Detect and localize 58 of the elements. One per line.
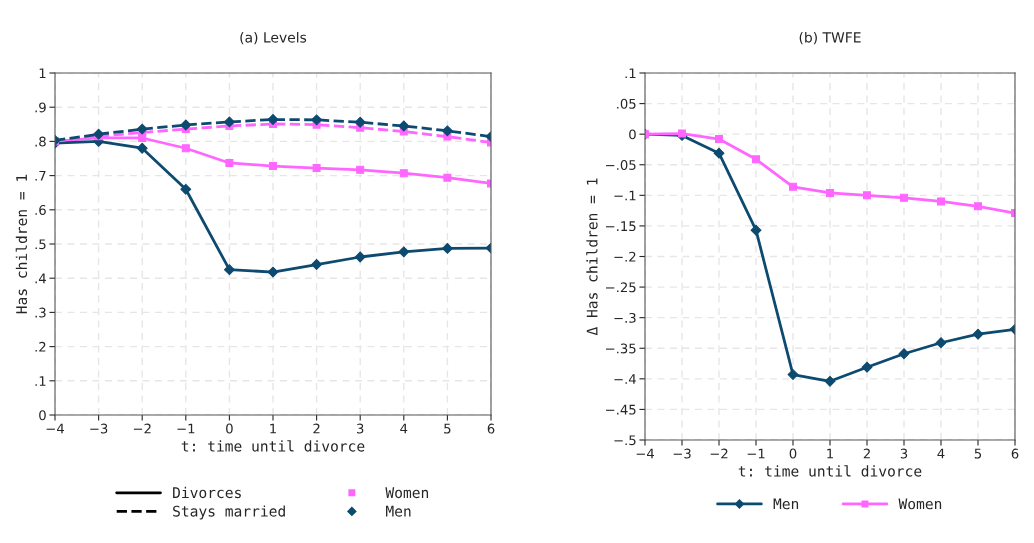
y-tick-label: .4	[35, 273, 46, 284]
legend-label: Women	[898, 498, 942, 510]
x-tick-label: −1	[747, 448, 765, 459]
y-tick-label: −.35	[606, 343, 636, 354]
y-tick-label: .3	[35, 307, 46, 318]
y-tick-label: 1	[39, 68, 46, 79]
x-tick-label: 4	[937, 448, 945, 459]
y-tick-label: .1	[35, 376, 46, 386]
y-tick-label: .1	[625, 68, 636, 79]
x-tick-label: 2	[863, 448, 870, 459]
y-axis-title: Δ Has children = 1	[586, 178, 598, 336]
x-tick-label: −3	[673, 448, 691, 459]
x-tick-label: 5	[974, 448, 982, 459]
y-tick-label: −.5	[614, 435, 636, 446]
legend-label: Women	[385, 487, 429, 499]
y-tick-label: −.1	[614, 190, 636, 201]
y-axis-title: Has children = 1	[15, 174, 28, 314]
x-tick-label: 0	[226, 423, 233, 434]
y-tick-label: .2	[35, 341, 46, 352]
x-tick-label: 4	[400, 423, 408, 434]
x-tick-label: −4	[46, 423, 64, 434]
text: Stays married	[173, 505, 285, 520]
x-tick-label: 6	[487, 423, 495, 434]
x-tick-label: −1	[177, 423, 195, 434]
y-tick-label: .8	[35, 136, 46, 147]
y-tick-label: −.45	[606, 404, 636, 415]
x-tick-label: −2	[710, 448, 728, 459]
x-tick-label: −3	[90, 423, 108, 434]
x-tick-label: 2	[313, 423, 320, 434]
x-axis-title: t: time until divorce	[738, 465, 922, 477]
y-tick-label: 0	[629, 129, 636, 140]
x-tick-label: 0	[789, 448, 797, 459]
legend-label: Men	[773, 498, 799, 510]
x-tick-label: 5	[444, 423, 451, 434]
y-tick-label: −.25	[606, 282, 636, 293]
x-tick-label: −2	[133, 423, 151, 434]
y-tick-label: .9	[35, 102, 46, 113]
chart-title: (a) Levels	[240, 31, 307, 45]
legend-label: Men	[386, 505, 411, 517]
y-tick-label: −.4	[614, 374, 636, 384]
y-tick-label: .6	[35, 205, 46, 215]
x-tick-label: 3	[900, 448, 908, 459]
chart-title: (b) TWFE	[799, 31, 861, 45]
x-tick-label: −4	[636, 448, 654, 459]
x-tick-label: 3	[357, 423, 364, 434]
x-tick-label: 6	[1011, 448, 1019, 459]
x-tick-label: 1	[270, 423, 276, 434]
x-axis-title: t: time until divorce	[181, 440, 365, 452]
y-tick-label: .05	[617, 98, 636, 109]
y-tick-label: −.3	[614, 312, 636, 323]
y-tick-label: −.2	[614, 251, 636, 262]
y-tick-label: −.15	[606, 221, 636, 232]
x-tick-label: 1	[827, 448, 833, 459]
y-tick-label: .5	[35, 239, 46, 250]
text: Divorces	[173, 486, 241, 499]
y-tick-label: .7	[35, 170, 46, 181]
y-tick-label: 0	[39, 410, 46, 421]
y-tick-label: −.05	[606, 159, 636, 170]
